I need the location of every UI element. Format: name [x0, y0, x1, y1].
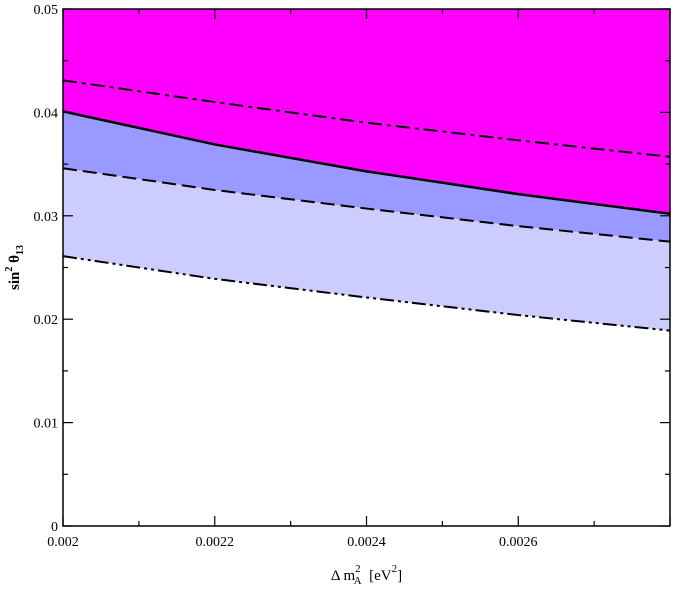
y-axis-label: sin2 θ13 [4, 245, 26, 290]
x-tick-label: 0.0022 [196, 535, 235, 550]
region-2 [63, 111, 670, 242]
regions-layer [63, 9, 670, 331]
series-line-1 [62, 79, 671, 158]
x-tick-label: 0.0024 [347, 535, 386, 550]
y-tick-label: 0.05 [34, 3, 59, 18]
plot-frame [62, 8, 671, 527]
x-axis-label: Δ m2 A [eV2] [331, 563, 402, 587]
x-tick-label: 0.002 [47, 535, 79, 550]
y-tick-label: 0.02 [34, 313, 59, 328]
lines-layer [62, 79, 671, 332]
x-tick-label: 0.0026 [499, 535, 538, 550]
series-line-2 [62, 110, 671, 215]
series-line-4 [62, 255, 671, 332]
y-tick-label: 0.03 [34, 210, 59, 225]
y-tick-label: 0 [51, 520, 58, 535]
y-tick-label: 0.04 [34, 106, 59, 121]
region-3 [63, 168, 670, 331]
region-1 [63, 9, 670, 214]
series-line-3 [62, 167, 671, 243]
y-tick-label: 0.01 [34, 417, 59, 432]
